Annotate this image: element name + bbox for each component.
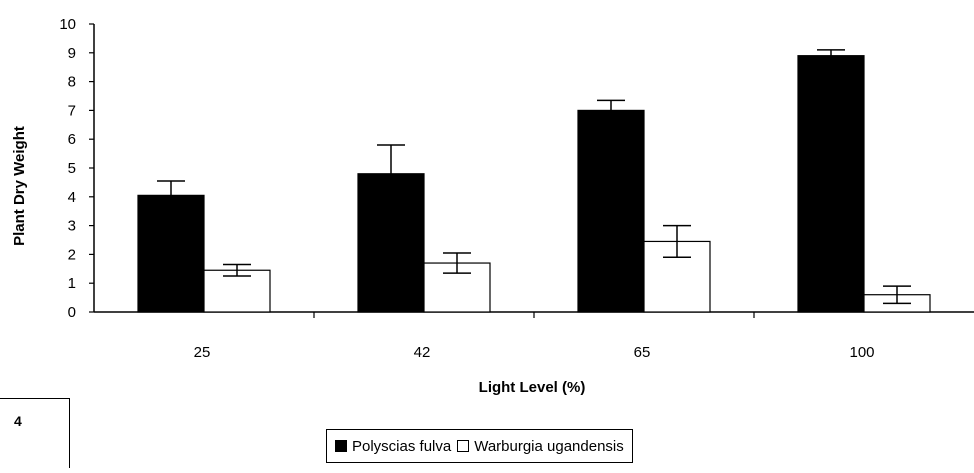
legend-label-series-2: Warburgia ugandensis <box>474 437 624 455</box>
y-tick-label-8: 8 <box>68 74 76 91</box>
x-tick-label-65: 65 <box>634 344 651 361</box>
x-tick-label-42: 42 <box>414 344 431 361</box>
legend-item-series-2: Warburgia ugandensis <box>457 438 624 455</box>
x-tick-label-25: 25 <box>194 344 211 361</box>
y-tick-label-3: 3 <box>68 218 76 235</box>
y-tick-label-10: 10 <box>59 16 76 33</box>
x-tick-label-100: 100 <box>849 344 874 361</box>
y-tick-label-9: 9 <box>68 45 76 62</box>
bar-1-65 <box>577 109 645 313</box>
legend-swatch-series-2 <box>457 440 470 452</box>
y-tick-label-6: 6 <box>68 131 76 148</box>
bar-1-100 <box>797 55 865 313</box>
y-tick-label-5: 5 <box>68 160 76 177</box>
chart-legend: Polyscias fulva Warburgia ugandensis <box>326 429 633 463</box>
y-axis-title: Plant Dry Weight <box>11 126 28 246</box>
y-tick-label-7: 7 <box>68 102 76 119</box>
y-tick-label-2: 2 <box>68 246 76 263</box>
legend-label-series-1: Polyscias fulva <box>352 437 452 455</box>
panel-label: 4 <box>14 413 22 429</box>
x-axis-title: Light Level (%) <box>479 379 586 396</box>
y-tick-label-0: 0 <box>68 304 76 321</box>
y-tick-label-1: 1 <box>68 275 76 292</box>
panel-label-box: 4 <box>0 398 70 468</box>
bar-1-42 <box>357 173 425 313</box>
legend-swatch-series-1 <box>335 440 347 452</box>
y-tick-label-4: 4 <box>68 189 76 206</box>
legend-item-series-1: Polyscias fulva <box>335 438 451 455</box>
bar-1-25 <box>137 194 205 313</box>
